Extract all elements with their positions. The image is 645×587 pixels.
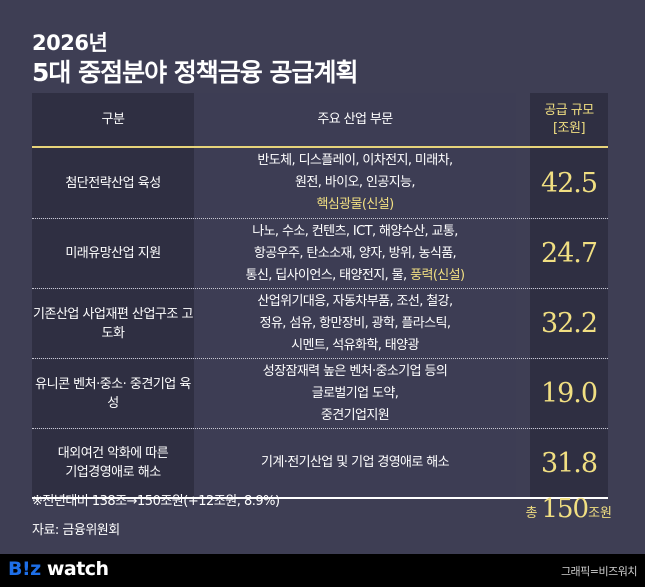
new-sector-highlight: 풍력(신설) <box>410 267 465 283</box>
table-row: 첨단전략산업 육성 반도체, 디스플레이, 이차전지, 미래차, 원전, 바이오… <box>32 148 608 219</box>
row-amount: 31.8 <box>530 429 608 497</box>
row-amount: 19.0 <box>530 359 608 428</box>
table-row: 미래유망산업 지원 나노, 수소, 컨텐츠, ICT, 해양수산, 교통, 항공… <box>32 219 608 289</box>
row-sectors: 성장잠재력 높은 벤처·중소기업 등의 글로벌기업 도약, 중견기업지원 <box>194 359 516 428</box>
footer-bar: B!z watch 그래픽=비즈워치 <box>0 554 645 587</box>
header-amount: 공급 규모 [조원] <box>530 93 608 146</box>
row-category: 첨단전략산업 육성 <box>32 148 194 218</box>
row-sectors: 반도체, 디스플레이, 이차전지, 미래차, 원전, 바이오, 인공지능, 핵심… <box>194 148 516 218</box>
header-sectors: 주요 산업 부문 <box>194 93 516 146</box>
row-category: 기존산업 사업재편 산업구조 고도화 <box>32 289 194 358</box>
row-category: 유니콘 벤처·중소· 중견기업 육성 <box>32 359 194 428</box>
table-row: 대외여건 악화에 따른 기업경영애로 해소 기계·전기산업 및 기업 경영애로 … <box>32 429 608 499</box>
page-title: 5대 중점분야 정책금융 공급계획 <box>32 58 359 87</box>
title-year: 2026년 <box>32 31 108 55</box>
supply-plan-table: 구분 주요 산업 부문 공급 규모 [조원] 첨단전략산업 육성 반도체, 디스… <box>32 93 608 499</box>
row-sectors: 산업위기대응, 자동차부품, 조선, 철강, 정유, 섬유, 항만장비, 광학,… <box>194 289 516 358</box>
table-row: 유니콘 벤처·중소· 중견기업 육성 성장잠재력 높은 벤처·중소기업 등의 글… <box>32 359 608 429</box>
row-amount: 32.2 <box>530 289 608 358</box>
source-note: 자료: 금융위원회 <box>32 523 120 538</box>
row-amount: 24.7 <box>530 219 608 288</box>
table-header: 구분 주요 산업 부문 공급 규모 [조원] <box>32 93 608 148</box>
row-sectors: 기계·전기산업 및 기업 경영애로 해소 <box>194 429 516 497</box>
new-sector-highlight: 핵심광물(신설) <box>316 197 394 212</box>
row-category: 대외여건 악화에 따른 기업경영애로 해소 <box>32 429 194 497</box>
header-category: 구분 <box>32 93 194 146</box>
total-amount: 총 150 조원 <box>525 494 612 524</box>
comparison-note: ※전년대비 138조→150조원(+12조원, 8.9%) <box>32 494 280 509</box>
graphic-credit: 그래픽=비즈워치 <box>560 565 638 578</box>
row-sectors: 나노, 수소, 컨텐츠, ICT, 해양수산, 교통, 항공우주, 탄소소재, … <box>194 219 516 288</box>
bizwatch-logo: B!z watch <box>8 558 109 580</box>
table-row: 기존산업 사업재편 산업구조 고도화 산업위기대응, 자동차부품, 조선, 철강… <box>32 289 608 359</box>
row-amount: 42.5 <box>530 148 608 218</box>
row-category: 미래유망산업 지원 <box>32 219 194 288</box>
